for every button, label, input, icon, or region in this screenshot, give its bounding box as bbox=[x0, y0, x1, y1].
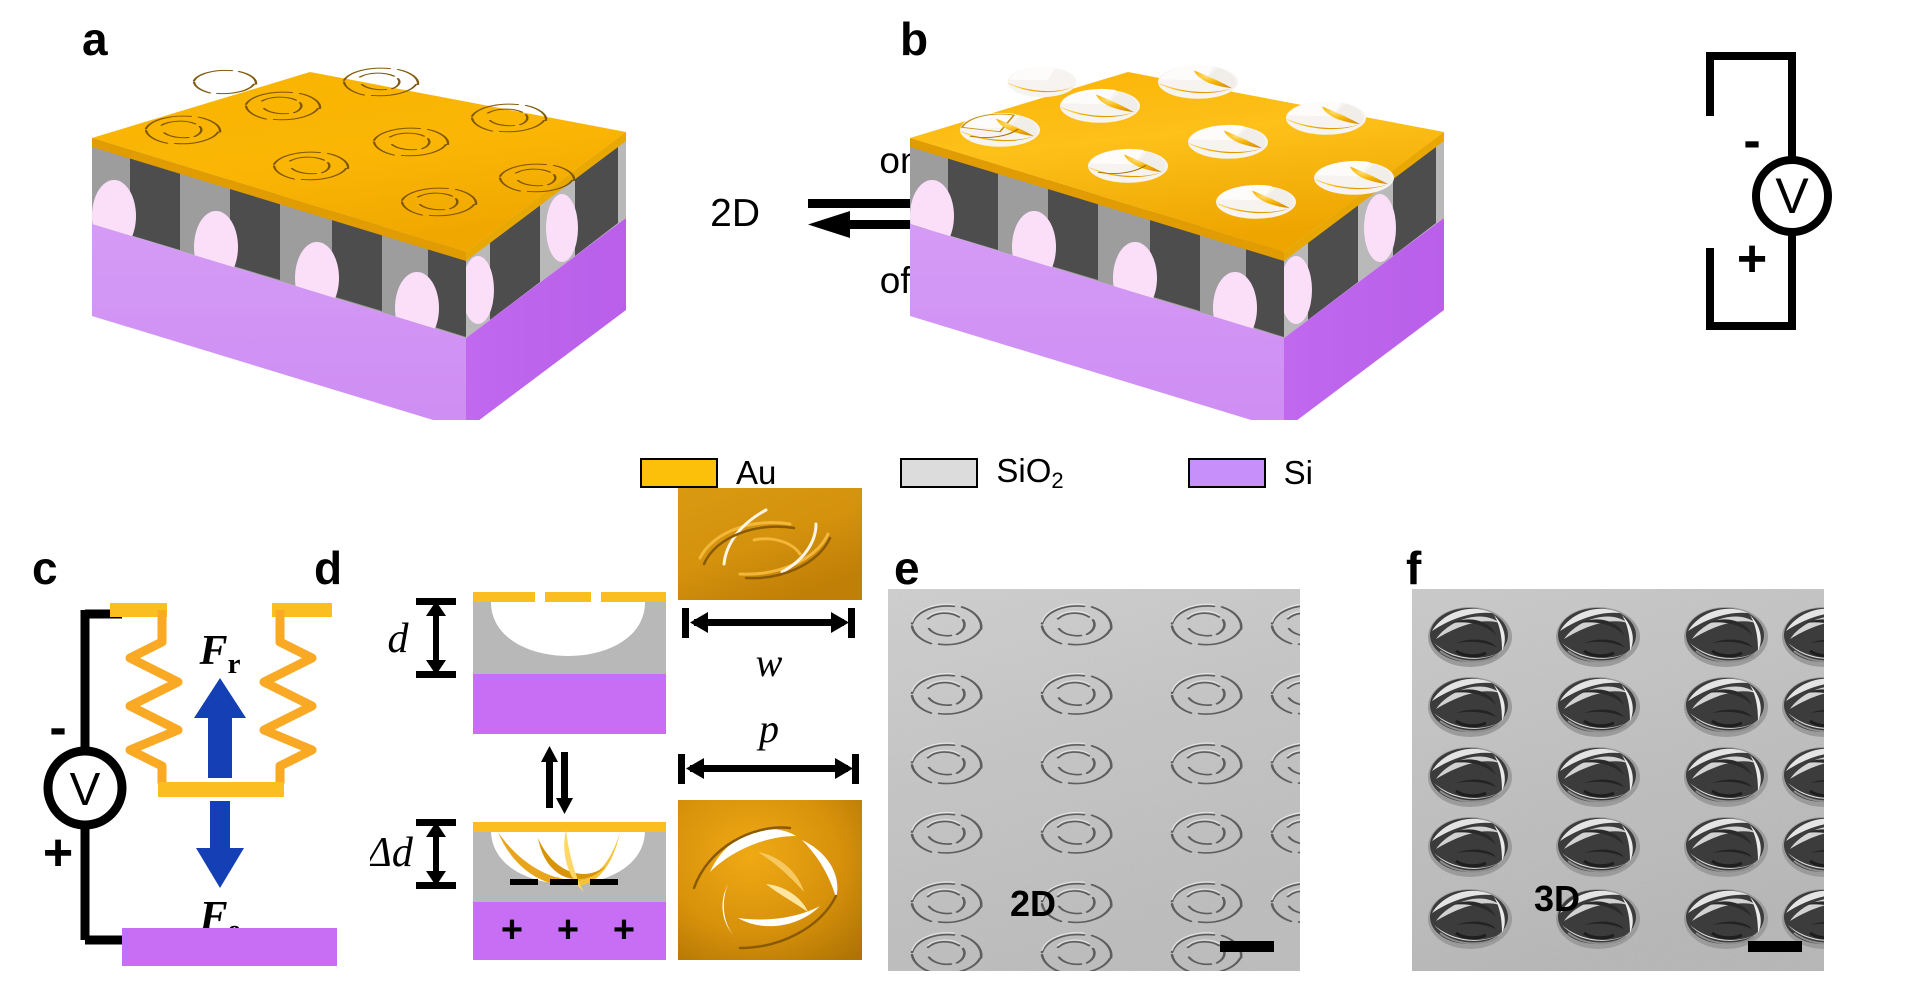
voltage-meter-label: V bbox=[1775, 168, 1809, 224]
panel-d-unitcell-svg: w p bbox=[678, 488, 862, 960]
legend-label-si: Si bbox=[1283, 454, 1313, 491]
panel-label-d: d bbox=[314, 542, 343, 594]
panel-label-f: f bbox=[1406, 542, 1422, 594]
d-petal-mid bbox=[538, 838, 606, 880]
panel-f-sem-image: 3D bbox=[1412, 589, 1868, 971]
c-force-restoring-label: Fr bbox=[199, 628, 241, 680]
d-petal-left bbox=[498, 832, 602, 886]
panel-d-cross-sections: d bbox=[365, 570, 720, 970]
d-equilibrium-glyph bbox=[541, 746, 573, 814]
d-deflection-label: Δd bbox=[370, 830, 414, 876]
scalebar-f bbox=[1748, 941, 1802, 952]
materials-legend: Au SiO2 Si bbox=[640, 452, 1313, 494]
d-charge-plus-2: + bbox=[557, 909, 579, 951]
panel-b-circuit: V - + bbox=[1660, 18, 1909, 338]
block-b-svg bbox=[910, 64, 1444, 420]
panel-label-c: c bbox=[32, 542, 58, 594]
unitcell-3d-petals bbox=[710, 829, 838, 938]
sem-2d-tag: 2D bbox=[1010, 883, 1056, 924]
pinwheels-3d-b bbox=[960, 64, 1394, 219]
panel-label-a: a bbox=[82, 13, 108, 65]
block-a-svg bbox=[92, 67, 626, 420]
c-voltage-source-symbol bbox=[43, 746, 127, 830]
legend-label-sio2: SiO2 bbox=[996, 452, 1064, 493]
sem-3d-svg: 3D bbox=[1412, 589, 1868, 971]
si-front-face-a bbox=[92, 224, 466, 420]
panel-d-svg: d bbox=[365, 592, 666, 960]
width-label: w bbox=[756, 640, 783, 685]
legend-label-au: Au bbox=[736, 454, 777, 491]
d-cross-section-2d: d bbox=[388, 592, 666, 734]
d-deflection-arrow bbox=[426, 822, 446, 886]
c-terminal-negative: - bbox=[49, 699, 66, 757]
d-gap-arrow bbox=[426, 601, 446, 675]
c-spring-right bbox=[259, 610, 317, 784]
p-dimension bbox=[678, 754, 859, 784]
legend-item-au: Au bbox=[640, 454, 776, 492]
c-anchor-right bbox=[272, 603, 332, 617]
c-electrostatic-force-arrow bbox=[196, 801, 244, 888]
legend-item-si: Si bbox=[1187, 454, 1313, 492]
legend-swatch-sio2 bbox=[900, 458, 979, 488]
circuit-b-svg: V - + bbox=[1706, 52, 1832, 330]
d-cross-section-3d: Δd + + + bbox=[365, 819, 666, 960]
panel-label-e: e bbox=[894, 542, 920, 594]
unitcell-2d-image bbox=[678, 488, 862, 600]
si-side-face-b bbox=[1284, 218, 1444, 420]
c-restoring-force-arrow bbox=[194, 678, 246, 778]
legend-swatch-si bbox=[1187, 458, 1266, 488]
si-front-face-b bbox=[910, 224, 1284, 420]
c-silicon-electrode bbox=[122, 928, 337, 966]
c-anchor-left bbox=[110, 603, 167, 617]
legend-label-sio2-subscript: 2 bbox=[1051, 468, 1064, 493]
panel-e-sem-image: 2D bbox=[888, 589, 1343, 975]
sem-3d-tag: 3D bbox=[1534, 878, 1580, 919]
c-terminal-positive: + bbox=[43, 824, 73, 882]
c-movable-plate bbox=[158, 782, 284, 797]
terminal-negative-b: - bbox=[1743, 112, 1760, 170]
au-top-plate-a bbox=[92, 72, 626, 252]
w-dimension bbox=[682, 608, 855, 638]
pinwheel-slits-a bbox=[144, 67, 576, 217]
scalebar-e bbox=[1220, 941, 1274, 952]
d-gap-label: d bbox=[388, 616, 410, 662]
pitch-label: p bbox=[756, 706, 779, 751]
d-charge-plus-3: + bbox=[613, 909, 635, 951]
c-spring-left bbox=[125, 610, 183, 784]
sem-2d-svg: 2D bbox=[888, 589, 1343, 975]
panel-d-unitcell-column: w p bbox=[670, 480, 870, 980]
si-side-face-a bbox=[466, 218, 626, 420]
d-charge-plus-1: + bbox=[501, 909, 523, 951]
legend-swatch-au bbox=[640, 458, 718, 488]
c-voltage-meter-label: V bbox=[70, 763, 101, 815]
legend-item-sio2: SiO2 bbox=[900, 452, 1064, 494]
panel-c-spring-circuit-model: V - + Fr bbox=[30, 570, 350, 970]
terminal-positive-b: + bbox=[1737, 230, 1767, 288]
panel-c-svg: V - + Fr bbox=[43, 603, 337, 966]
panel-label-b: b bbox=[900, 13, 929, 65]
equilibrium-left-label: 2D bbox=[710, 192, 760, 235]
